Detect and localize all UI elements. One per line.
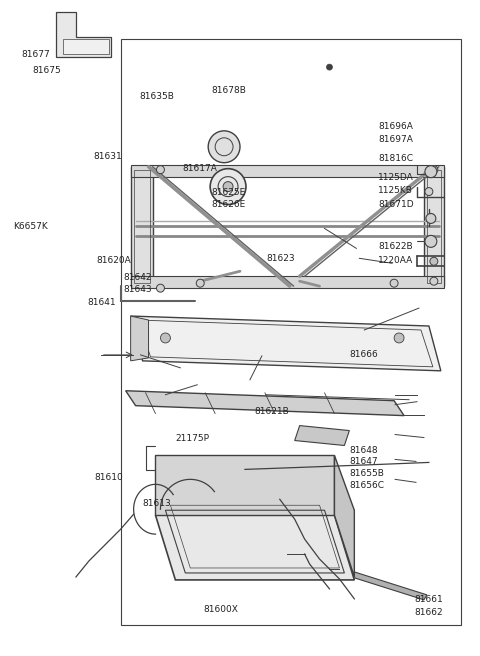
- Circle shape: [326, 64, 333, 70]
- Text: 81661: 81661: [414, 594, 443, 604]
- Text: 21175P: 21175P: [176, 434, 210, 443]
- Text: 81635B: 81635B: [140, 92, 175, 101]
- Polygon shape: [131, 165, 444, 176]
- Text: 81678B: 81678B: [211, 86, 246, 95]
- Text: 81647: 81647: [350, 457, 378, 466]
- Circle shape: [425, 188, 433, 195]
- Circle shape: [430, 166, 438, 174]
- Text: 81625E: 81625E: [211, 188, 246, 197]
- Text: 81621B: 81621B: [254, 407, 289, 416]
- Circle shape: [426, 213, 436, 224]
- Circle shape: [210, 169, 246, 205]
- Circle shape: [394, 333, 404, 343]
- Polygon shape: [295, 426, 349, 445]
- Text: 81656C: 81656C: [350, 481, 385, 490]
- Text: 81631: 81631: [93, 152, 122, 161]
- Polygon shape: [329, 565, 427, 600]
- Text: 1125DA: 1125DA: [378, 173, 414, 182]
- Circle shape: [156, 284, 165, 292]
- Text: 81642: 81642: [123, 274, 152, 282]
- Polygon shape: [131, 316, 441, 371]
- Text: 81697A: 81697A: [378, 134, 413, 144]
- Circle shape: [160, 333, 170, 343]
- Polygon shape: [424, 167, 444, 286]
- Polygon shape: [56, 12, 111, 57]
- Text: 81623: 81623: [266, 254, 295, 262]
- Polygon shape: [156, 515, 354, 580]
- Polygon shape: [131, 167, 153, 286]
- Polygon shape: [131, 316, 148, 361]
- Polygon shape: [156, 455, 335, 515]
- Text: 81617A: 81617A: [183, 163, 217, 173]
- Text: 81677: 81677: [22, 50, 50, 59]
- Text: 81696A: 81696A: [378, 122, 413, 131]
- Text: 81641: 81641: [87, 298, 116, 307]
- Text: 81666: 81666: [350, 350, 379, 359]
- Text: 81613: 81613: [142, 499, 171, 508]
- Text: 1220AA: 1220AA: [378, 256, 414, 265]
- Polygon shape: [335, 455, 354, 577]
- Text: 81643: 81643: [123, 285, 152, 294]
- Text: K6657K: K6657K: [13, 222, 48, 232]
- Text: 81675: 81675: [33, 66, 61, 75]
- Circle shape: [156, 166, 165, 174]
- Polygon shape: [131, 276, 444, 288]
- Polygon shape: [126, 391, 404, 416]
- Circle shape: [390, 279, 398, 287]
- Text: 81622B: 81622B: [378, 242, 413, 251]
- Circle shape: [425, 236, 437, 247]
- Text: 81600X: 81600X: [204, 605, 239, 614]
- Text: 81626E: 81626E: [211, 200, 246, 209]
- Text: 81816C: 81816C: [378, 154, 413, 163]
- Circle shape: [196, 279, 204, 287]
- Text: 81662: 81662: [414, 607, 443, 617]
- Text: 81610: 81610: [95, 472, 123, 482]
- Polygon shape: [63, 39, 109, 54]
- Text: 81655B: 81655B: [350, 469, 384, 478]
- Text: 81648: 81648: [350, 445, 378, 455]
- Circle shape: [430, 277, 438, 285]
- Circle shape: [425, 166, 437, 178]
- Circle shape: [430, 257, 438, 265]
- Text: 81671D: 81671D: [378, 200, 414, 209]
- Text: 81620A: 81620A: [97, 256, 132, 265]
- Text: 1125KB: 1125KB: [378, 186, 413, 195]
- Circle shape: [223, 182, 233, 192]
- Circle shape: [208, 131, 240, 163]
